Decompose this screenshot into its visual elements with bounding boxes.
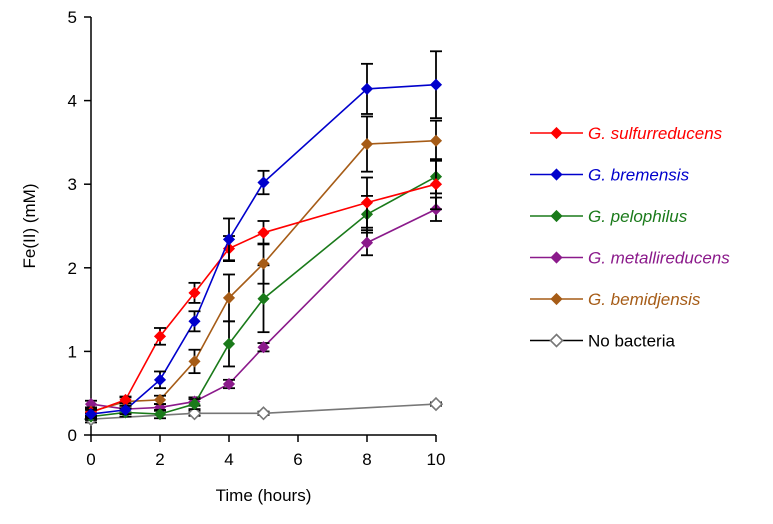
legend-marker [549,333,564,348]
legend-label: G. bemidjensis [588,290,701,309]
legend-marker [550,126,563,140]
legend-item: G. bemidjensis [530,290,701,309]
x-tick-label: 10 [427,450,446,469]
data-point [188,286,201,299]
series-line [90,183,437,414]
data-point [153,393,167,406]
legend-item: G. sulfurreducens [530,124,723,143]
axes [90,17,436,436]
legend-marker [550,292,563,306]
y-tick-label: 0 [68,426,77,445]
y-tick-label: 4 [68,92,77,111]
data-point [257,176,270,189]
data-point [360,138,374,151]
data-point [153,330,167,343]
data-point [360,236,374,249]
legend-marker [550,209,563,223]
x-ticks: 0 2 4 6 8 10 [86,435,445,469]
legend: G. sulfurreducens G. bremensis G. pelophil… [530,124,730,351]
legend-label: No bacteria [588,332,675,351]
data-point [257,257,270,270]
legend-marker [550,168,563,181]
data-point [429,134,443,147]
data-point [257,341,270,354]
legend-label: G. bremensis [588,166,690,185]
data-point [153,408,167,421]
data-point [188,398,201,411]
data-point [429,78,443,91]
data-point [188,315,201,328]
series-no-bacteria [83,396,444,427]
data-point [153,373,167,386]
y-tick-label: 1 [68,342,77,361]
series-line [90,403,437,420]
y-axis-title: Fe(II) (mM) [20,184,39,269]
legend-label: G. sulfurreducens [588,124,723,143]
y-tick-label: 2 [68,259,77,278]
data-point [257,226,270,239]
data-point [360,82,374,95]
legend-item: G. bremensis [530,166,690,185]
data-point [257,292,270,305]
data-point [360,196,374,209]
data-point [84,408,98,421]
data-point [188,355,201,368]
y-tick-label: 3 [68,175,77,194]
data-point [222,291,236,304]
legend-label: G. pelophilus [588,207,688,226]
series-g-pelophilus [84,159,443,423]
legend-label: G. metallireducens [588,249,730,268]
data-point [222,377,236,391]
legend-marker [550,251,563,264]
series-layer [83,50,444,427]
y-ticks: 0 1 2 3 4 5 [68,8,91,445]
x-tick-label: 8 [362,450,371,469]
x-tick-label: 6 [293,450,302,469]
x-tick-label: 4 [224,450,233,469]
x-tick-label: 0 [86,450,95,469]
legend-item: G. metallireducens [530,249,730,268]
data-point [429,178,443,191]
y-tick-label: 5 [68,8,77,27]
data-point [428,396,444,412]
series-g-bemidjensis [84,115,443,418]
data-point [187,406,202,421]
data-point [222,337,236,350]
x-axis-title: Time (hours) [216,486,312,505]
data-point [119,403,132,416]
data-point [222,233,236,246]
legend-item: No bacteria [530,332,675,351]
series-g-bremensis [84,50,443,421]
legend-item: G. pelophilus [530,207,688,226]
x-tick-label: 2 [155,450,164,469]
data-point [256,406,271,421]
